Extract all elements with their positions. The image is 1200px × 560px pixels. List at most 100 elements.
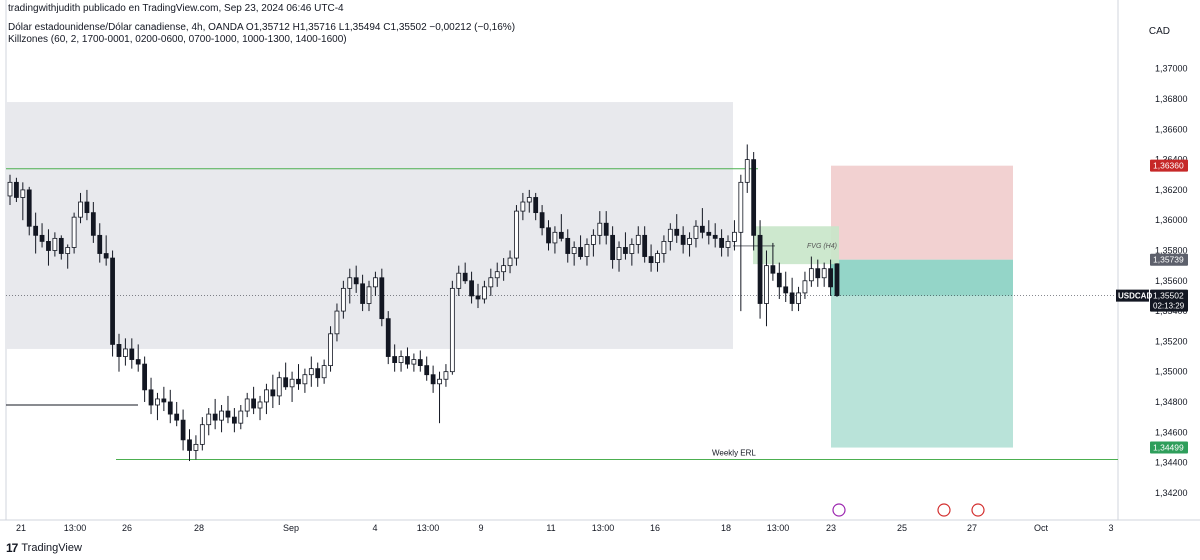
indicator-legend[interactable]: Killzones (60, 2, 1700-0001, 0200-0600, … xyxy=(8,34,347,45)
candle-body xyxy=(693,225,699,239)
candle-body xyxy=(424,365,430,376)
candle-body xyxy=(353,277,359,285)
candle-body xyxy=(706,231,712,236)
entry-price-badge-bg xyxy=(1150,253,1188,266)
candle-body xyxy=(462,272,468,282)
candle-body xyxy=(257,401,263,409)
candle-body xyxy=(796,292,801,304)
candle-body xyxy=(764,265,769,304)
candle-body xyxy=(558,231,564,239)
candle-body xyxy=(328,333,333,367)
candle-body xyxy=(674,228,680,236)
candle-body xyxy=(584,244,590,257)
symbol-ohlc-legend[interactable]: Dólar estadounidense/Dólar canadiense, 4… xyxy=(8,22,516,33)
candle-body xyxy=(219,410,224,421)
candle-body xyxy=(302,374,308,385)
candle-body xyxy=(251,398,256,409)
candle-body xyxy=(321,365,327,379)
candle-body xyxy=(751,159,757,236)
candle-body xyxy=(142,363,148,391)
candle-body xyxy=(526,197,532,203)
candle-body xyxy=(14,181,19,198)
price-tick-label: 1,34600 xyxy=(1155,427,1188,437)
stop-price-badge-bg xyxy=(1150,159,1188,172)
time-tick-label: 23 xyxy=(826,523,836,533)
candle-body xyxy=(58,237,64,254)
candle-body xyxy=(39,234,45,242)
candle-body xyxy=(334,310,340,335)
candle-body xyxy=(238,410,244,424)
price-tick-label: 1,37000 xyxy=(1155,64,1188,74)
candle-body xyxy=(488,277,494,288)
candle-body xyxy=(667,228,673,242)
candle-body xyxy=(802,280,808,294)
candle-body xyxy=(565,237,571,254)
us-flag-event-icon xyxy=(937,503,951,517)
candle-body xyxy=(264,389,269,403)
price-tick-label: 1,36200 xyxy=(1155,185,1188,195)
candle-body xyxy=(180,419,186,441)
price-tick-label: 1,36000 xyxy=(1155,215,1188,225)
candle-body xyxy=(520,201,526,212)
candle-body xyxy=(84,201,90,214)
candle-body xyxy=(385,318,391,357)
candle-body xyxy=(680,234,686,245)
candle-body xyxy=(597,222,603,236)
candle-body xyxy=(635,234,641,245)
candle-body xyxy=(437,378,442,385)
candle-body xyxy=(289,378,295,388)
candle-body xyxy=(815,268,821,279)
candle-body xyxy=(449,287,455,373)
price-tick-label: 1,36600 xyxy=(1155,124,1188,134)
time-tick-label: Oct xyxy=(1034,523,1049,533)
time-tick-label: 4 xyxy=(372,523,377,533)
candle-body xyxy=(507,257,513,267)
price-tick-label: 1,35800 xyxy=(1155,245,1188,255)
candle-body xyxy=(199,424,205,445)
time-tick-label: 18 xyxy=(721,523,731,533)
price-tick-label: 1,34800 xyxy=(1155,397,1188,407)
candle-body xyxy=(699,225,705,233)
candle-body xyxy=(123,348,128,357)
candle-body xyxy=(603,222,609,236)
candle-body xyxy=(828,268,833,288)
price-tick-label: 1,34200 xyxy=(1155,488,1188,498)
candle-body xyxy=(206,413,212,426)
candle-body xyxy=(20,189,26,198)
candle-body xyxy=(283,377,289,388)
candle-body xyxy=(616,247,622,260)
publisher-caption: tradingwithjudith publicado en TradingVi… xyxy=(8,3,344,14)
price-tick-label: 1,35000 xyxy=(1155,367,1188,377)
active-trade-zone-ext xyxy=(839,259,1013,296)
candle-body xyxy=(719,237,724,248)
time-tick-label: 9 xyxy=(478,523,483,533)
candle-body xyxy=(315,368,321,379)
candle-body xyxy=(770,265,776,274)
candle-body xyxy=(539,212,545,229)
time-tick-label: 25 xyxy=(897,523,907,533)
candle-body xyxy=(7,181,13,197)
candle-body xyxy=(360,283,365,304)
candle-body xyxy=(90,212,96,236)
candle-body xyxy=(78,201,83,218)
candle-body xyxy=(308,368,314,376)
time-tick-label: 13:00 xyxy=(592,523,615,533)
candle-body xyxy=(655,253,660,264)
candle-body xyxy=(514,210,519,259)
target-price-badge: 1,34499 xyxy=(1153,443,1184,453)
time-tick-label: 13:00 xyxy=(64,523,87,533)
candle-body xyxy=(808,268,814,282)
candle-body xyxy=(533,197,539,214)
time-tick-label: 26 xyxy=(122,523,132,533)
currency-label[interactable]: CAD xyxy=(1148,26,1170,37)
candle-body xyxy=(430,374,436,385)
candle-body xyxy=(46,241,51,251)
candle-body xyxy=(174,413,180,421)
us-flag-event-icon xyxy=(971,503,985,517)
candle-body xyxy=(591,234,596,245)
candle-body xyxy=(469,280,474,297)
lightning-event-icon xyxy=(832,503,846,517)
price-tick-label: 1,36400 xyxy=(1155,155,1188,165)
candle-body xyxy=(231,416,237,424)
